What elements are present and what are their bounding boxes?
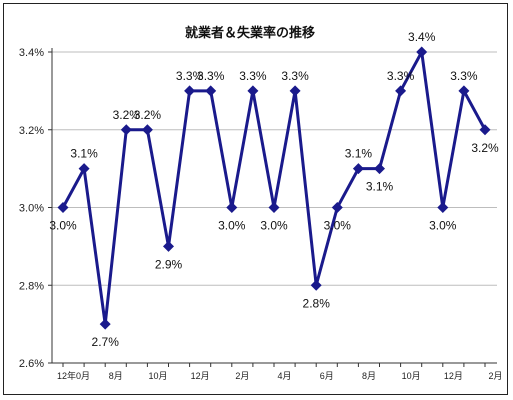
data-label: 3.3%	[197, 69, 225, 83]
data-point-marker	[479, 124, 491, 136]
y-tick-label: 2.6%	[19, 358, 44, 370]
data-point-marker	[247, 85, 259, 97]
x-tick-label: 10月	[402, 371, 421, 381]
data-label: 2.8%	[303, 296, 331, 310]
data-point-marker	[163, 240, 174, 252]
data-label: 3.0%	[429, 219, 457, 233]
data-point-marker	[205, 85, 217, 97]
data-label: 3.2%	[471, 141, 499, 155]
series-unemployment-rate	[61, 47, 487, 325]
data-label: 3.0%	[260, 219, 288, 233]
x-tick-label: 8月	[362, 371, 376, 381]
data-point-marker	[395, 85, 407, 97]
y-tick-label: 3.4%	[19, 47, 44, 59]
data-label: 3.3%	[281, 69, 309, 83]
chart-title: 就業者＆失業率の推移	[185, 25, 315, 41]
data-label: 3.2%	[134, 108, 162, 122]
x-axis-ticks: 12年0月 8月 10月 12月 2月 4月 6月 8月 10月 12月 2月	[57, 363, 503, 381]
data-point-marker	[458, 85, 470, 97]
data-point-marker	[184, 85, 196, 97]
data-label: 2.7%	[92, 335, 120, 349]
data-point-markers	[57, 46, 491, 330]
y-tick-label: 2.8%	[19, 280, 44, 292]
x-tick-label: 10月	[148, 371, 167, 381]
data-point-marker	[289, 85, 301, 97]
series-line	[61, 47, 487, 325]
data-point-marker	[268, 202, 280, 213]
data-point-marker	[57, 202, 69, 213]
data-point-marker	[141, 124, 153, 136]
y-axis-ticks: 2.6% 2.8% 3.0% 3.2% 3.4%	[19, 47, 52, 370]
x-tick-label: 8月	[109, 371, 123, 381]
data-label: 3.1%	[345, 147, 373, 161]
data-label: 3.1%	[70, 147, 98, 161]
data-label: 3.0%	[49, 219, 77, 233]
data-point-marker	[437, 202, 449, 213]
y-tick-label: 3.2%	[19, 125, 44, 137]
data-point-marker	[352, 163, 364, 175]
data-point-marker	[78, 163, 90, 175]
x-tick-label: 6月	[320, 371, 334, 381]
y-tick-label: 3.0%	[19, 203, 44, 215]
data-label: 3.0%	[324, 219, 352, 233]
x-tick-label: 12月	[191, 371, 210, 381]
data-point-marker	[120, 124, 132, 136]
data-point-marker	[99, 318, 111, 330]
data-point-marker	[331, 202, 343, 213]
x-tick-label: 4月	[278, 371, 292, 381]
data-label: 3.2%	[113, 108, 141, 122]
data-label: 3.3%	[450, 69, 478, 83]
data-point-marker	[310, 279, 322, 291]
data-labels: 3.0%3.1%2.7%3.2%3.2%2.9%3.3%3.3%3.0%3.3%…	[49, 30, 499, 349]
data-label: 3.4%	[408, 30, 436, 44]
data-point-marker	[374, 163, 385, 175]
x-tick-label: 12月	[444, 371, 463, 381]
data-label: 3.0%	[218, 219, 246, 233]
x-tick-label: 2月	[489, 371, 503, 381]
data-label: 2.9%	[155, 257, 183, 271]
data-point-marker	[416, 46, 428, 58]
data-label: 3.1%	[366, 180, 394, 194]
data-label: 3.3%	[239, 69, 267, 83]
x-tick-label: 2月	[235, 371, 249, 381]
x-tick-label: 12年0月	[57, 370, 90, 381]
data-point-marker	[226, 202, 238, 213]
data-label: 3.3%	[176, 69, 204, 83]
data-label: 3.3%	[387, 69, 415, 83]
